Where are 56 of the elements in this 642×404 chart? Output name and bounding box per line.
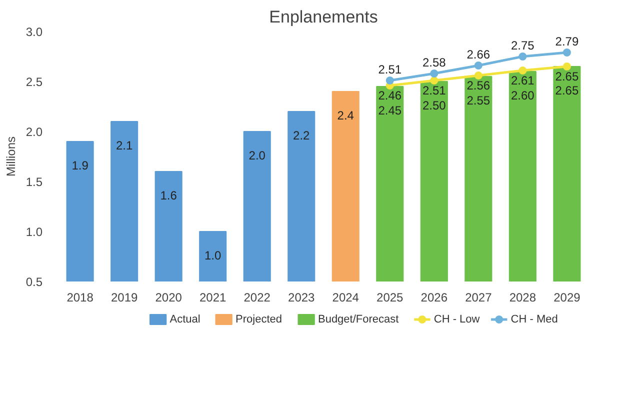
x-tick-label: 2027 — [465, 290, 492, 304]
point — [474, 62, 482, 70]
data-label: 2.65 — [555, 84, 579, 98]
legend-label: Budget/Forecast — [318, 314, 399, 326]
x-tick-label: 2028 — [509, 290, 536, 304]
y-tick-label: 1.0 — [26, 225, 43, 239]
data-label: 2.56 — [466, 78, 490, 92]
chart-title: Enplanements — [269, 8, 378, 26]
x-tick-label: 2019 — [110, 290, 138, 304]
x-tick-label: 2020 — [155, 290, 182, 304]
point — [430, 70, 438, 78]
point — [562, 62, 571, 70]
data-label: 2.58 — [422, 56, 446, 70]
data-label: 2.51 — [378, 62, 402, 76]
data-label: 2.66 — [466, 48, 490, 62]
point — [430, 76, 438, 84]
data-label: 1.0 — [204, 248, 222, 262]
point — [518, 66, 527, 74]
data-label: 2.0 — [248, 148, 266, 162]
x-tick-label: 2023 — [288, 290, 316, 304]
point — [518, 52, 527, 60]
legend-label: CH - Low — [434, 314, 480, 326]
point — [474, 72, 482, 80]
data-label: 1.6 — [160, 188, 178, 202]
x-tick-label: 2024 — [332, 290, 360, 304]
data-label: 1.9 — [72, 158, 89, 172]
data-label: 2.51 — [422, 84, 446, 98]
legend-label: Actual — [170, 314, 200, 326]
data-label: 2.75 — [511, 38, 535, 52]
x-tick-label: 2018 — [66, 290, 94, 304]
y-tick-label: 3.0 — [26, 25, 43, 39]
data-label: 2.79 — [555, 34, 579, 48]
data-label: 2.1 — [116, 138, 133, 152]
y-tick-label: 0.5 — [26, 275, 43, 289]
point — [386, 76, 394, 84]
data-label: 2.60 — [511, 88, 535, 102]
x-tick-label: 2026 — [420, 290, 448, 304]
y-tick-label: 1.5 — [26, 175, 43, 189]
data-label: 2.2 — [293, 128, 310, 142]
data-label: 2.46 — [378, 88, 402, 102]
x-tick-label: 2022 — [244, 290, 271, 304]
legend-label: Projected — [236, 314, 282, 326]
data-label: 2.65 — [555, 70, 579, 84]
legend-label: CH - Med — [510, 314, 558, 326]
y-tick-label: 2.0 — [26, 125, 43, 139]
point — [562, 48, 571, 56]
y-tick-label: 2.5 — [26, 75, 43, 89]
data-label: 2.4 — [337, 108, 354, 122]
data-label: 2.55 — [466, 94, 490, 108]
x-tick-label: 2025 — [376, 290, 404, 304]
data-label: 2.61 — [511, 74, 535, 88]
data-label: 2.50 — [422, 98, 446, 112]
x-tick-label: 2029 — [554, 290, 581, 304]
data-label: 2.45 — [378, 104, 402, 118]
x-tick-label: 2021 — [199, 290, 227, 304]
y-axis-title: Millions — [4, 136, 18, 177]
